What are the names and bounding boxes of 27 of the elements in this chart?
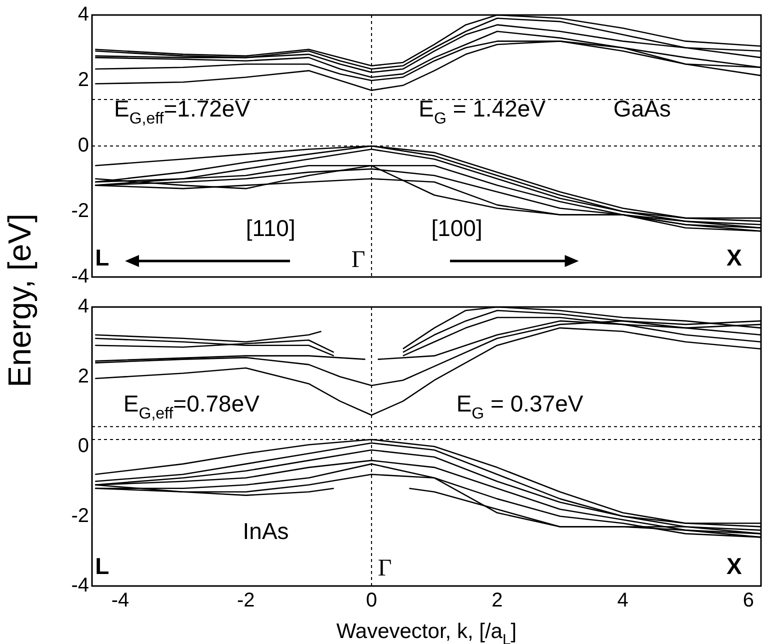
- x-tick-label: 0: [366, 590, 378, 612]
- annotation: L: [95, 244, 110, 271]
- x-tick-label: 4: [617, 590, 628, 612]
- x-tick-label: -4: [111, 590, 130, 612]
- y-tick-label: 4: [78, 296, 89, 318]
- y-tick-label: -2: [71, 200, 89, 222]
- y-axis-title: Energy, [eV]: [2, 213, 38, 387]
- y-tick-label: 2: [78, 365, 89, 388]
- y-tick-label: -4: [71, 574, 89, 597]
- y-tick-label: 0: [78, 435, 89, 458]
- y-tick-label: 2: [78, 69, 89, 92]
- annotation: X: [726, 244, 742, 271]
- x-tick-label: 2: [492, 590, 503, 612]
- annotation: InAs: [242, 518, 289, 544]
- y-tick-label: 0: [78, 134, 89, 157]
- annotation: Γ: [351, 247, 366, 274]
- annotation: [110]: [246, 215, 296, 242]
- y-tick-label: -4: [71, 266, 89, 288]
- x-tick-label: -2: [237, 590, 255, 612]
- annotation: [100]: [431, 215, 482, 242]
- x-tick-label: 6: [742, 590, 754, 612]
- annotation: GaAs: [613, 96, 671, 122]
- annotation: Γ: [378, 556, 392, 582]
- y-tick-label: -2: [71, 504, 89, 527]
- annotation: L: [95, 552, 110, 579]
- annotation: X: [726, 552, 742, 579]
- y-tick-label: 4: [78, 4, 89, 26]
